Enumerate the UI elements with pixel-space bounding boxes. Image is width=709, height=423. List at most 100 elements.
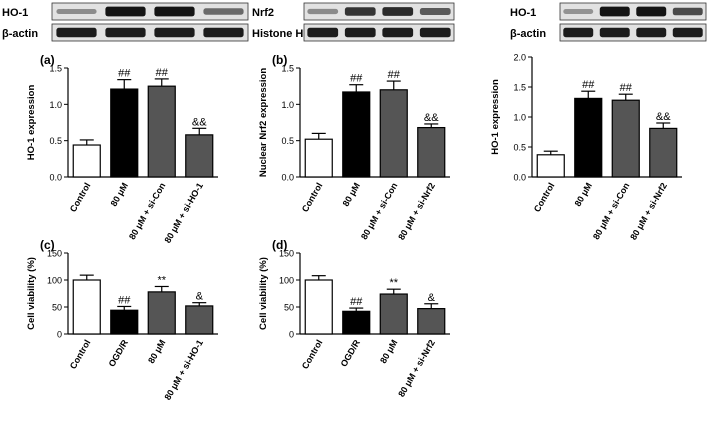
blot-band — [105, 6, 146, 17]
significance-label: && — [656, 111, 671, 123]
blot-panel-3: HO-1 β-actin — [510, 2, 707, 42]
significance-label: ## — [388, 69, 401, 81]
blot-band — [382, 7, 414, 16]
blot-band — [105, 27, 146, 38]
y-axis-label: Cell viability (%) — [26, 257, 37, 330]
x-tick-label: Control — [68, 181, 93, 214]
significance-label: ## — [350, 73, 363, 85]
blot-band — [636, 27, 667, 38]
blot-band — [154, 6, 195, 17]
blot-band — [344, 7, 376, 16]
blot-band — [56, 8, 97, 15]
panel-label: (c) — [40, 238, 55, 252]
bar — [379, 293, 408, 335]
bar — [649, 127, 678, 178]
blot-band — [307, 8, 339, 15]
bar — [147, 291, 176, 335]
y-tick-label: 100 — [47, 276, 62, 286]
bar — [611, 99, 640, 178]
y-tick-label: 1.0 — [49, 100, 62, 110]
panel-label: (a) — [40, 53, 55, 67]
x-tick-label: 80 μM + si-Con — [591, 181, 632, 241]
blot-panel-2: Nrf2 Histone H3 — [252, 2, 455, 42]
bar — [417, 126, 446, 178]
blot-strip — [51, 23, 249, 42]
y-tick-label: 0 — [289, 330, 294, 340]
y-axis-label: Cell viability (%) — [258, 257, 269, 330]
y-tick-label: 2.0 — [513, 53, 526, 63]
y-tick-label: 0 — [57, 330, 62, 340]
y-tick-label: 1.5 — [281, 64, 294, 74]
chart-panel-2: 0.0 0.5 1.0 1.5 Nuclear Nrf2 expression(b) Co… — [258, 53, 450, 242]
bar — [342, 310, 371, 335]
bar — [304, 138, 333, 178]
y-tick-label: 0.5 — [513, 143, 526, 153]
blot-panel-1: HO-1 β-actin — [2, 2, 249, 42]
x-tick-label: 80 μM — [109, 181, 130, 208]
y-axis-label: Nuclear Nrf2 expression — [258, 68, 269, 177]
blot-strip — [303, 23, 455, 42]
significance-label: ## — [620, 82, 633, 94]
x-tick-label: 80 μM — [573, 181, 594, 208]
significance-label: ## — [156, 67, 169, 79]
chart-panel-3: 0.0 0.5 1.0 1.5 2.0 HO-1 expression Control ## 8… — [490, 53, 682, 242]
blot-label: HO-1 — [510, 7, 536, 19]
blot-band — [599, 6, 630, 17]
y-tick-label: 0.0 — [513, 173, 526, 183]
blot-label: β-actin — [2, 28, 38, 40]
significance-label: & — [196, 291, 204, 303]
x-tick-label: 80 μM — [146, 338, 167, 365]
chart-panel-5: 0 50 100 150 Cell viability (%)(d) Control ## O… — [258, 238, 450, 399]
y-tick-label: 0.0 — [281, 173, 294, 183]
blot-band — [419, 8, 451, 15]
x-tick-label: 80 μM + si-Nrf2 — [396, 338, 437, 399]
blot-band — [636, 6, 667, 17]
bar — [379, 89, 408, 178]
blot-label: Histone H3 — [252, 28, 309, 40]
bar — [110, 309, 139, 335]
significance-label: ## — [118, 294, 131, 306]
x-tick-label: OGD/R — [339, 338, 363, 369]
bar — [185, 134, 214, 178]
blot-band — [344, 27, 376, 38]
blot-strip — [51, 2, 249, 21]
y-tick-label: 50 — [284, 303, 294, 313]
x-tick-label: OGD/R — [107, 338, 131, 369]
y-tick-label: 1.0 — [281, 100, 294, 110]
blot-label: β-actin — [510, 28, 546, 40]
significance-label: ## — [350, 296, 363, 308]
blot-band — [599, 27, 630, 38]
blot-band — [203, 8, 244, 15]
y-tick-label: 150 — [279, 249, 294, 259]
bar — [72, 279, 101, 335]
blot-strip — [303, 2, 455, 21]
blot-band — [154, 27, 195, 38]
blot-strip — [559, 2, 707, 21]
x-tick-label: Control — [68, 338, 93, 371]
bar — [72, 144, 101, 178]
significance-label: ** — [157, 274, 166, 286]
x-tick-label: 80 μM — [341, 181, 362, 208]
x-tick-label: Control — [300, 338, 325, 371]
bar — [304, 279, 333, 335]
panel-label: (b) — [272, 53, 287, 67]
x-tick-label: 80 μM + si-HO-1 — [162, 338, 205, 402]
bar — [147, 85, 176, 178]
bar — [574, 97, 603, 178]
significance-label: ** — [389, 277, 398, 289]
x-tick-label: 80 μM + si-Nrf2 — [628, 181, 669, 242]
y-axis-label: HO-1 expression — [490, 79, 501, 155]
y-tick-label: 1.5 — [49, 64, 62, 74]
blot-band — [672, 27, 703, 38]
y-tick-label: 50 — [52, 303, 62, 313]
y-tick-label: 1.5 — [513, 83, 526, 93]
blot-label: HO-1 — [2, 7, 28, 19]
x-tick-label: 80 μM + si-Con — [127, 181, 168, 241]
blot-band — [203, 27, 244, 38]
blot-band — [307, 27, 339, 38]
blot-strip — [559, 23, 707, 42]
chart-panel-1: 0.0 0.5 1.0 1.5 HO-1 expression (a) Control ## 8… — [26, 53, 218, 245]
y-tick-label: 0.0 — [49, 173, 62, 183]
significance-label: ## — [582, 79, 595, 91]
